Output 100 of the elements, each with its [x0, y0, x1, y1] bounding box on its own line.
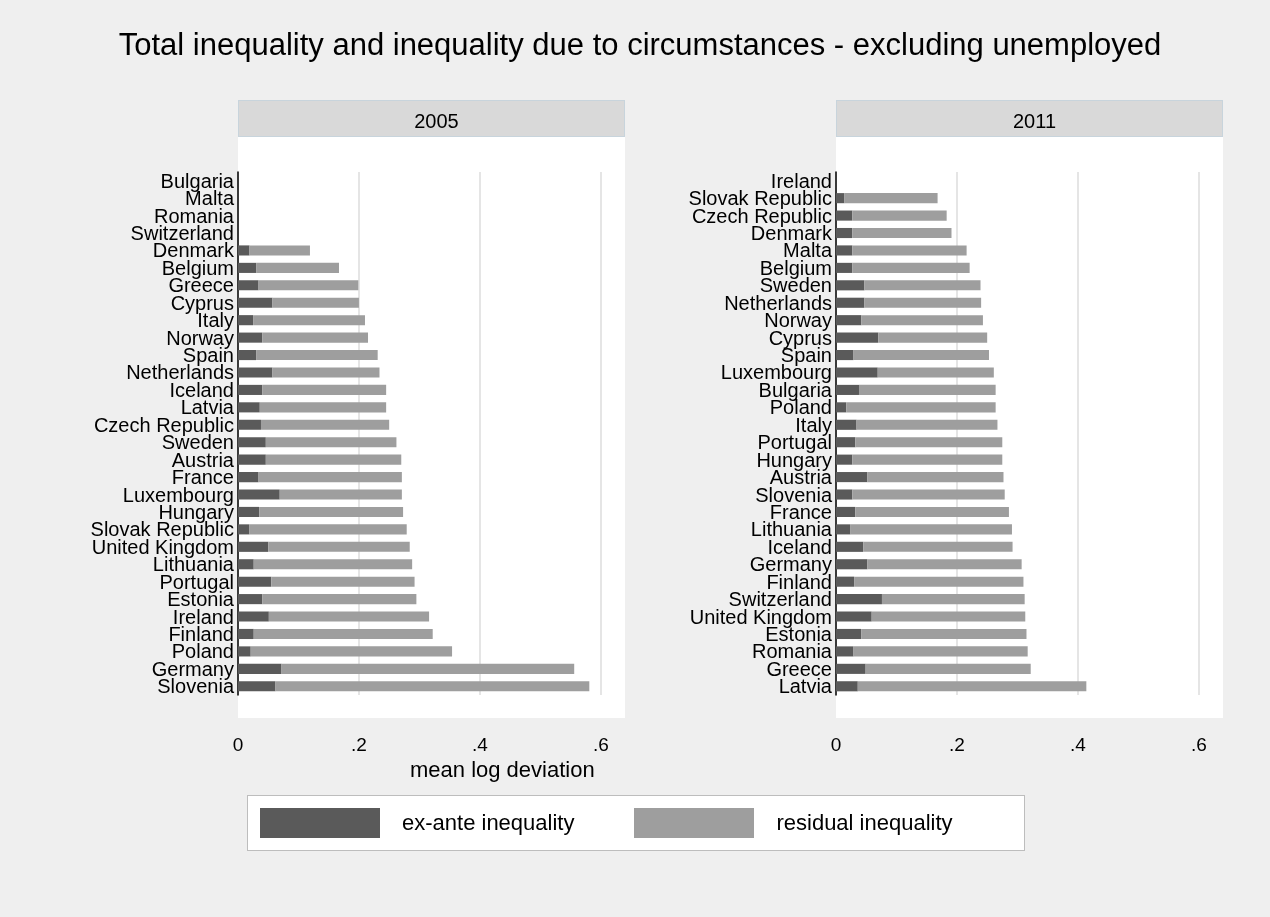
bar — [238, 681, 276, 692]
x-tick-label: .6 — [592, 734, 609, 755]
bar — [850, 524, 1012, 535]
bar — [259, 506, 404, 518]
bar — [238, 332, 263, 343]
bar — [238, 472, 259, 483]
bar — [262, 384, 387, 395]
bar — [238, 576, 272, 587]
bar — [863, 541, 1013, 552]
y-tick-label: Czech Republic — [93, 413, 234, 436]
bar — [256, 262, 339, 273]
bar — [836, 472, 868, 483]
bar — [836, 576, 855, 587]
bar — [836, 402, 847, 413]
bar — [857, 681, 1087, 692]
bar — [836, 262, 853, 273]
bar — [238, 559, 254, 570]
bar — [262, 594, 417, 605]
bar — [238, 280, 259, 291]
bar — [238, 524, 250, 535]
bar — [268, 611, 430, 622]
bar — [275, 681, 590, 692]
bar — [238, 315, 254, 326]
x-tick-label: .4 — [1069, 734, 1087, 755]
x-tick-label: 0 — [830, 734, 842, 755]
bar — [238, 646, 251, 657]
bar — [272, 297, 359, 308]
bar — [836, 367, 878, 378]
bar — [238, 367, 273, 378]
bar — [279, 489, 402, 500]
bar — [836, 594, 882, 605]
bar — [836, 541, 864, 552]
bar — [259, 402, 387, 413]
bar — [852, 454, 1003, 465]
bar — [855, 437, 1003, 448]
bar — [836, 210, 853, 221]
bar — [836, 332, 879, 343]
bar — [836, 628, 862, 640]
bar — [238, 663, 282, 674]
y-tick-label: Portugal — [159, 570, 234, 593]
bar — [253, 628, 433, 640]
bar — [853, 349, 989, 361]
bar — [258, 280, 359, 291]
bar — [260, 419, 390, 430]
bar — [268, 541, 410, 552]
bar — [250, 646, 453, 657]
bar — [249, 245, 310, 256]
x-tick-label: 0 — [232, 734, 244, 755]
y-tick-label: Bulgaria — [160, 169, 235, 192]
bar — [878, 332, 988, 343]
bar — [272, 367, 380, 378]
bar — [262, 332, 369, 343]
bar — [836, 384, 859, 395]
x-axis-title: mean log deviation — [410, 756, 595, 782]
bar — [871, 611, 1026, 622]
x-tick-label: .6 — [1190, 734, 1207, 755]
bar — [864, 297, 982, 308]
bar — [881, 594, 1025, 605]
bar — [238, 419, 261, 430]
bar — [265, 437, 397, 448]
bar — [836, 681, 858, 692]
bar — [836, 611, 872, 622]
bar — [865, 663, 1031, 674]
bar — [238, 349, 257, 361]
bar — [836, 559, 868, 570]
bar — [238, 402, 260, 413]
bar — [855, 506, 1009, 518]
bar — [258, 472, 402, 483]
bar — [253, 559, 413, 570]
bar — [836, 663, 866, 674]
bar — [864, 280, 981, 291]
bar — [856, 419, 998, 430]
bar — [854, 576, 1024, 587]
x-tick-label: .2 — [949, 734, 965, 755]
bar — [271, 576, 415, 587]
y-tick-label: Romania — [751, 640, 833, 663]
bar — [867, 472, 1004, 483]
bar — [844, 193, 938, 204]
bar — [836, 646, 854, 657]
bar — [238, 611, 269, 622]
bar — [836, 315, 862, 326]
bar — [836, 193, 845, 204]
y-tick-label: Italy — [795, 413, 832, 436]
bar — [836, 297, 865, 308]
bar — [249, 524, 407, 535]
bar — [238, 245, 250, 256]
bar — [836, 419, 857, 430]
bar — [256, 349, 378, 361]
bar — [281, 663, 575, 674]
bar — [238, 541, 269, 552]
bar — [238, 297, 273, 308]
y-tick-label: Austria — [171, 448, 235, 471]
y-tick-label: Netherlands — [724, 291, 832, 314]
bar — [836, 506, 856, 518]
y-tick-label: Slovenia — [755, 483, 833, 506]
bar — [852, 489, 1005, 500]
bar — [836, 454, 853, 465]
bar — [852, 227, 952, 239]
bar — [877, 367, 994, 378]
bar — [238, 384, 263, 395]
